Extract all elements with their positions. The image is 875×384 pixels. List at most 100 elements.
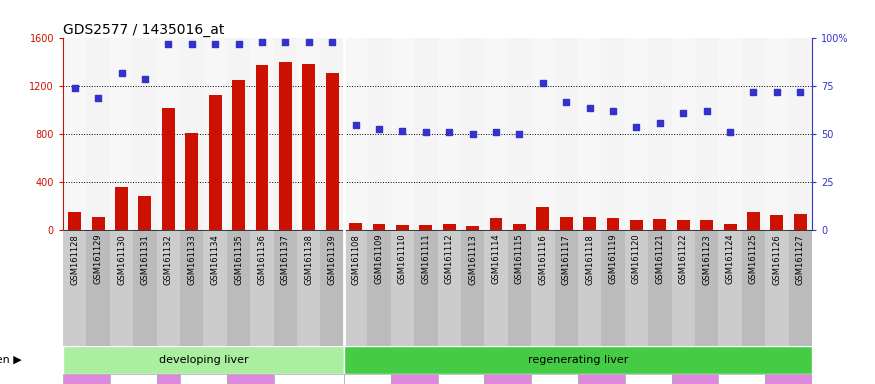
Text: GSM161134: GSM161134 <box>211 234 220 285</box>
Bar <box>110 374 157 384</box>
Bar <box>250 230 274 346</box>
Text: GSM161133: GSM161133 <box>187 234 196 285</box>
Text: GSM161139: GSM161139 <box>327 234 337 285</box>
Bar <box>672 374 718 384</box>
Text: GSM161115: GSM161115 <box>514 234 524 285</box>
Text: GSM161137: GSM161137 <box>281 234 290 285</box>
Bar <box>555 230 578 346</box>
Bar <box>92 217 104 230</box>
Bar <box>63 374 110 384</box>
Bar <box>390 230 414 346</box>
Bar <box>466 225 479 230</box>
Point <box>302 39 316 45</box>
Bar <box>87 230 110 346</box>
Point <box>629 124 643 130</box>
Text: specimen ▶: specimen ▶ <box>0 355 22 365</box>
Bar <box>157 230 180 346</box>
Point <box>559 99 573 105</box>
Text: GSM161135: GSM161135 <box>234 234 243 285</box>
Bar <box>672 230 695 346</box>
Bar <box>414 230 438 346</box>
Bar <box>438 38 461 230</box>
Point <box>372 126 386 132</box>
Bar <box>390 374 438 384</box>
Bar <box>531 38 555 230</box>
Point <box>138 76 152 82</box>
Bar <box>250 38 274 230</box>
Point <box>583 104 597 111</box>
Text: developing liver: developing liver <box>158 355 248 365</box>
Text: GSM161120: GSM161120 <box>632 234 641 285</box>
Bar <box>87 38 110 230</box>
Bar <box>765 230 788 346</box>
Bar <box>485 38 508 230</box>
Bar <box>718 230 742 346</box>
Text: GSM161108: GSM161108 <box>351 234 360 285</box>
Text: GSM161136: GSM161136 <box>257 234 267 285</box>
Bar <box>788 38 812 230</box>
Text: GSM161124: GSM161124 <box>725 234 735 285</box>
Text: GSM161138: GSM161138 <box>304 234 313 285</box>
Bar <box>157 38 180 230</box>
Bar <box>654 219 666 230</box>
Bar <box>180 374 227 384</box>
Point <box>419 129 433 136</box>
Bar <box>344 374 390 384</box>
Bar <box>203 38 227 230</box>
Text: GSM161113: GSM161113 <box>468 234 477 285</box>
Point <box>723 129 737 136</box>
Text: GSM161122: GSM161122 <box>679 234 688 285</box>
Bar <box>227 38 250 230</box>
Bar <box>601 38 625 230</box>
Text: GSM161116: GSM161116 <box>538 234 548 285</box>
Point <box>746 89 760 95</box>
Bar <box>279 62 291 230</box>
Text: GSM161128: GSM161128 <box>70 234 80 285</box>
Bar <box>672 38 695 230</box>
Bar <box>274 230 298 346</box>
Bar <box>390 38 414 230</box>
Text: GSM161111: GSM161111 <box>421 234 430 285</box>
Bar <box>578 374 625 384</box>
Bar <box>625 230 648 346</box>
Bar <box>788 230 812 346</box>
Bar <box>298 38 320 230</box>
Bar <box>765 374 812 384</box>
Bar <box>742 230 765 346</box>
Bar <box>326 73 339 230</box>
Point <box>653 120 667 126</box>
Bar <box>765 38 788 230</box>
Bar <box>157 374 180 384</box>
Bar <box>560 217 572 230</box>
Point <box>606 108 620 114</box>
Bar <box>531 374 578 384</box>
Bar <box>601 230 625 346</box>
Bar <box>373 224 385 230</box>
Bar <box>138 195 151 230</box>
Bar <box>344 230 368 346</box>
Text: GSM161125: GSM161125 <box>749 234 758 285</box>
Bar <box>414 38 438 230</box>
Bar <box>648 38 672 230</box>
Point <box>489 129 503 136</box>
Point <box>794 89 808 95</box>
Text: GSM161114: GSM161114 <box>492 234 500 285</box>
Bar <box>320 230 344 346</box>
Point <box>208 41 222 47</box>
Text: GSM161126: GSM161126 <box>773 234 781 285</box>
Bar <box>794 214 807 230</box>
Bar <box>227 230 250 346</box>
Bar <box>438 374 485 384</box>
Point <box>770 89 784 95</box>
Point <box>278 39 292 45</box>
Bar <box>232 80 245 230</box>
Text: GSM161117: GSM161117 <box>562 234 570 285</box>
Bar <box>630 220 643 230</box>
Bar <box>724 224 737 230</box>
Bar <box>718 374 765 384</box>
Point <box>348 122 362 128</box>
Point <box>185 41 199 47</box>
Point <box>115 70 129 76</box>
Text: GSM161110: GSM161110 <box>398 234 407 285</box>
Bar <box>578 230 601 346</box>
